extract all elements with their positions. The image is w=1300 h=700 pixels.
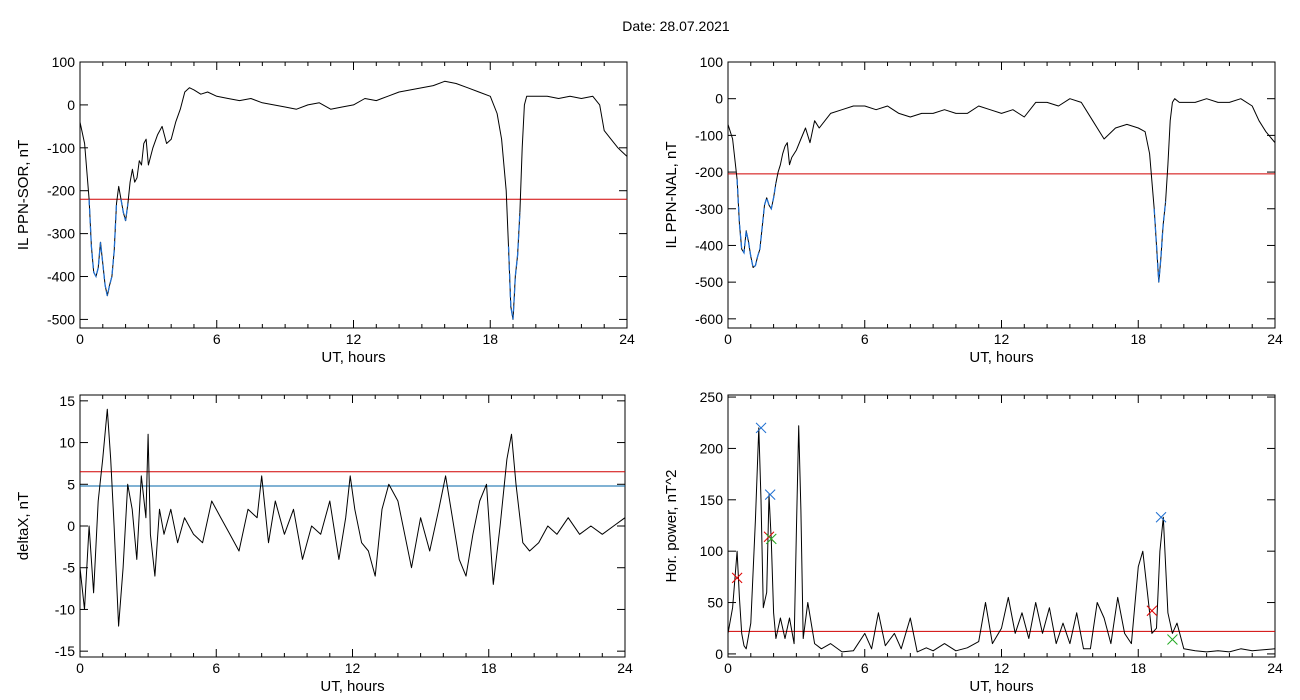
x-marker-stroke <box>765 533 777 545</box>
y-tick-label: -5 <box>63 560 76 576</box>
y-tick-label: 100 <box>700 54 724 70</box>
below-threshold-segment <box>120 199 129 221</box>
page-title: Date: 28.07.2021 <box>622 18 730 34</box>
y-tick-label: -200 <box>695 164 723 180</box>
x-tick-label: 6 <box>861 331 869 347</box>
panel-power: 0 6 12 18 24 250 200 150 100 50 0 UT, hours Hor. pow… <box>663 389 1283 695</box>
panel-sor: 0 6 12 18 24 100 0 -100 -200 -300 -400 -500 UT, hour… <box>15 54 635 366</box>
y-tick-label: 10 <box>59 435 75 451</box>
y-axis-label: IL PPN-SOR, nT <box>15 140 32 250</box>
x-axis-label: UT, hours <box>321 349 385 366</box>
plot-area <box>80 80 627 320</box>
y-tick-label: -200 <box>47 183 75 199</box>
series-line <box>80 80 627 320</box>
y-tick-label: -10 <box>55 601 75 617</box>
x-tick-label: 18 <box>481 660 497 676</box>
x-tick-label: 24 <box>617 660 633 676</box>
x-axis-label: UT, hours <box>969 678 1033 695</box>
x-axis-label: UT, hours <box>320 678 384 695</box>
plot-area <box>728 98 1275 283</box>
panel-deltax: 0 6 12 18 24 15 10 5 0 -5 -10 -15 UT, hours deltaX, n… <box>15 393 633 695</box>
plot-area <box>80 408 625 627</box>
y-tick-label: 0 <box>715 91 723 107</box>
y-tick-label: 250 <box>700 389 724 405</box>
x-tick-label: 12 <box>994 660 1010 676</box>
below-threshold-segment <box>1153 201 1167 283</box>
y-axis-label: IL PPN-NAL, nT <box>663 142 680 249</box>
x-tick-label: 0 <box>76 660 84 676</box>
x-tick-label: 0 <box>724 331 732 347</box>
y-tick-label: 200 <box>700 440 724 456</box>
x-tick-label: 18 <box>482 331 498 347</box>
y-axis-label: Hor. power, nT^2 <box>663 470 680 583</box>
x-axis-label: UT, hours <box>969 349 1033 366</box>
y-tick-label: 50 <box>707 595 723 611</box>
series-line <box>80 408 625 627</box>
y-axis-label: deltaX, nT <box>15 492 32 560</box>
x-tick-label: 24 <box>619 331 635 347</box>
x-tick-label: 24 <box>1267 660 1283 676</box>
x-marker-stroke <box>755 422 767 434</box>
plot-frame <box>79 61 628 329</box>
x-tick-label: 18 <box>1130 331 1146 347</box>
x-marker-stroke <box>1155 511 1167 523</box>
plot-frame <box>79 394 626 658</box>
y-tick-label: 150 <box>700 492 724 508</box>
y-tick-label: -600 <box>695 311 723 327</box>
x-tick-label: 6 <box>213 331 221 347</box>
y-tick-label: 0 <box>67 518 75 534</box>
panel-nal: 0 6 12 18 24 100 0 -100 -200 -300 -400 -500 -600 UT, … <box>663 54 1283 366</box>
y-tick-label: -100 <box>47 140 75 156</box>
series-line <box>728 98 1275 283</box>
x-marker-stroke <box>764 489 776 501</box>
y-tick-label: 0 <box>715 646 723 662</box>
x-tick-label: 12 <box>345 660 361 676</box>
y-tick-label: -400 <box>47 269 75 285</box>
x-marker-stroke <box>1146 605 1158 617</box>
y-tick-label: -400 <box>695 237 723 253</box>
y-tick-label: 5 <box>67 476 75 492</box>
y-tick-label: -500 <box>695 274 723 290</box>
below-threshold-segment <box>88 199 118 296</box>
x-tick-label: 6 <box>212 660 220 676</box>
x-marker-stroke <box>1167 634 1178 645</box>
x-tick-label: 0 <box>76 331 84 347</box>
y-tick-label: -300 <box>47 226 75 242</box>
below-threshold-segment <box>736 179 777 269</box>
y-tick-label: 100 <box>700 543 724 559</box>
x-tick-label: 12 <box>346 331 362 347</box>
x-tick-label: 18 <box>1130 660 1146 676</box>
y-tick-label: 0 <box>67 97 75 113</box>
y-tick-label: -15 <box>55 643 75 659</box>
x-marker-stroke <box>731 572 743 584</box>
x-tick-label: 0 <box>724 660 732 676</box>
y-tick-label: 100 <box>52 54 76 70</box>
plot-area <box>728 422 1275 653</box>
x-tick-label: 12 <box>994 331 1010 347</box>
y-tick-label: -100 <box>695 127 723 143</box>
y-tick-label: -300 <box>695 201 723 217</box>
y-tick-label: 15 <box>59 393 75 409</box>
y-tick-label: -500 <box>47 311 75 327</box>
below-threshold-segment <box>507 212 521 320</box>
x-tick-label: 24 <box>1267 331 1283 347</box>
x-tick-label: 6 <box>861 660 869 676</box>
series-line <box>728 425 1275 653</box>
